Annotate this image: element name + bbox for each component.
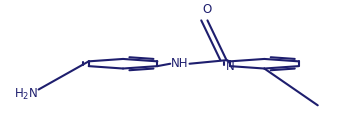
Text: H$_2$N: H$_2$N	[15, 87, 39, 102]
Text: O: O	[203, 3, 212, 16]
Text: NH: NH	[171, 57, 189, 70]
Text: N: N	[226, 60, 234, 73]
